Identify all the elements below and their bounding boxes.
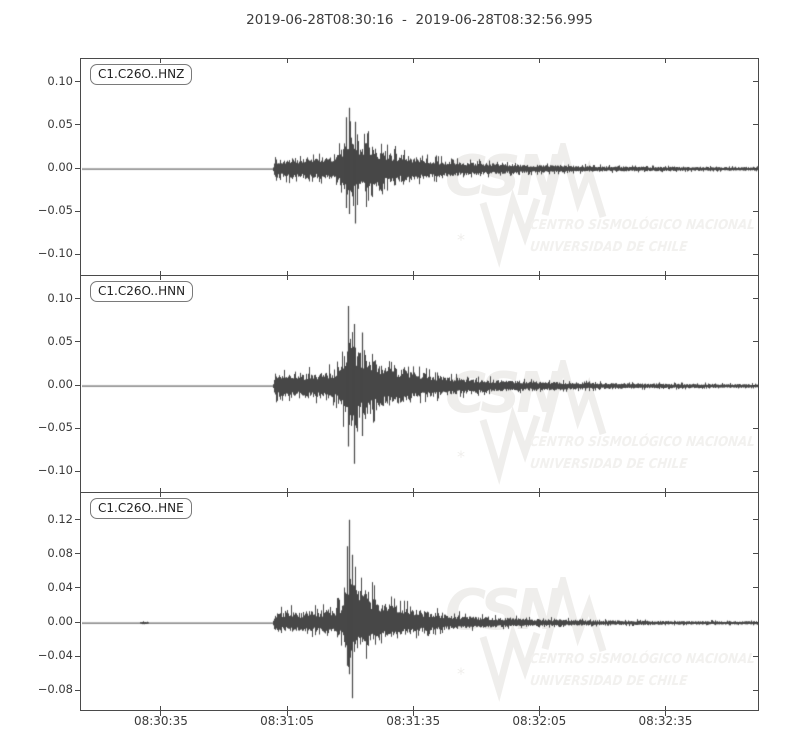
panel-hnn: CSN * CENTRO SISMOLÓGICO NACIONAL UNIVER… [80, 275, 759, 493]
y-tick-label: 0.10 [47, 290, 73, 305]
waveform-trace-hne [82, 494, 759, 711]
y-tick-label: 0.05 [47, 116, 73, 131]
y-tick-label: 0.00 [47, 377, 73, 392]
y-tick-label: −0.05 [37, 420, 73, 435]
y-tick-label: 0.00 [47, 160, 73, 175]
y-tick-label: −0.10 [37, 463, 73, 478]
waveform-trace-hnz [82, 60, 759, 276]
channel-label-hnz: C1.C26O..HNZ [90, 64, 193, 85]
figure-title: 2019-06-28T08:30:16 - 2019-06-28T08:32:5… [246, 12, 593, 28]
x-tick-label: 08:32:35 [638, 714, 693, 728]
y-tick-label: 0.05 [47, 333, 73, 348]
y-tick-label: −0.04 [37, 648, 73, 663]
y-tick-label: −0.08 [37, 682, 73, 697]
y-tick-label: −0.10 [37, 246, 73, 261]
y-tick-label: 0.04 [47, 579, 73, 594]
y-tick-label: 0.10 [47, 73, 73, 88]
panel-hne: CSN * CENTRO SISMOLÓGICO NACIONAL UNIVER… [80, 492, 759, 711]
waveform-trace-hnn [82, 277, 759, 493]
y-tick-label: −0.05 [37, 203, 73, 218]
channel-label-hnn: C1.C26O..HNN [90, 281, 194, 302]
x-tick-label: 08:31:05 [260, 714, 314, 728]
x-tick-label: 08:30:35 [133, 714, 188, 728]
x-tick-label: 08:32:05 [512, 714, 567, 728]
panel-hnz: CSN * CENTRO SISMOLÓGICO NACIONAL UNIVER… [80, 58, 759, 276]
y-tick-label: 0.08 [47, 545, 73, 560]
x-tick-label: 08:31:35 [386, 714, 441, 728]
y-tick-label: 0.12 [47, 511, 73, 526]
y-tick-label: 0.00 [47, 614, 73, 629]
channel-label-hne: C1.C26O..HNE [90, 498, 192, 519]
